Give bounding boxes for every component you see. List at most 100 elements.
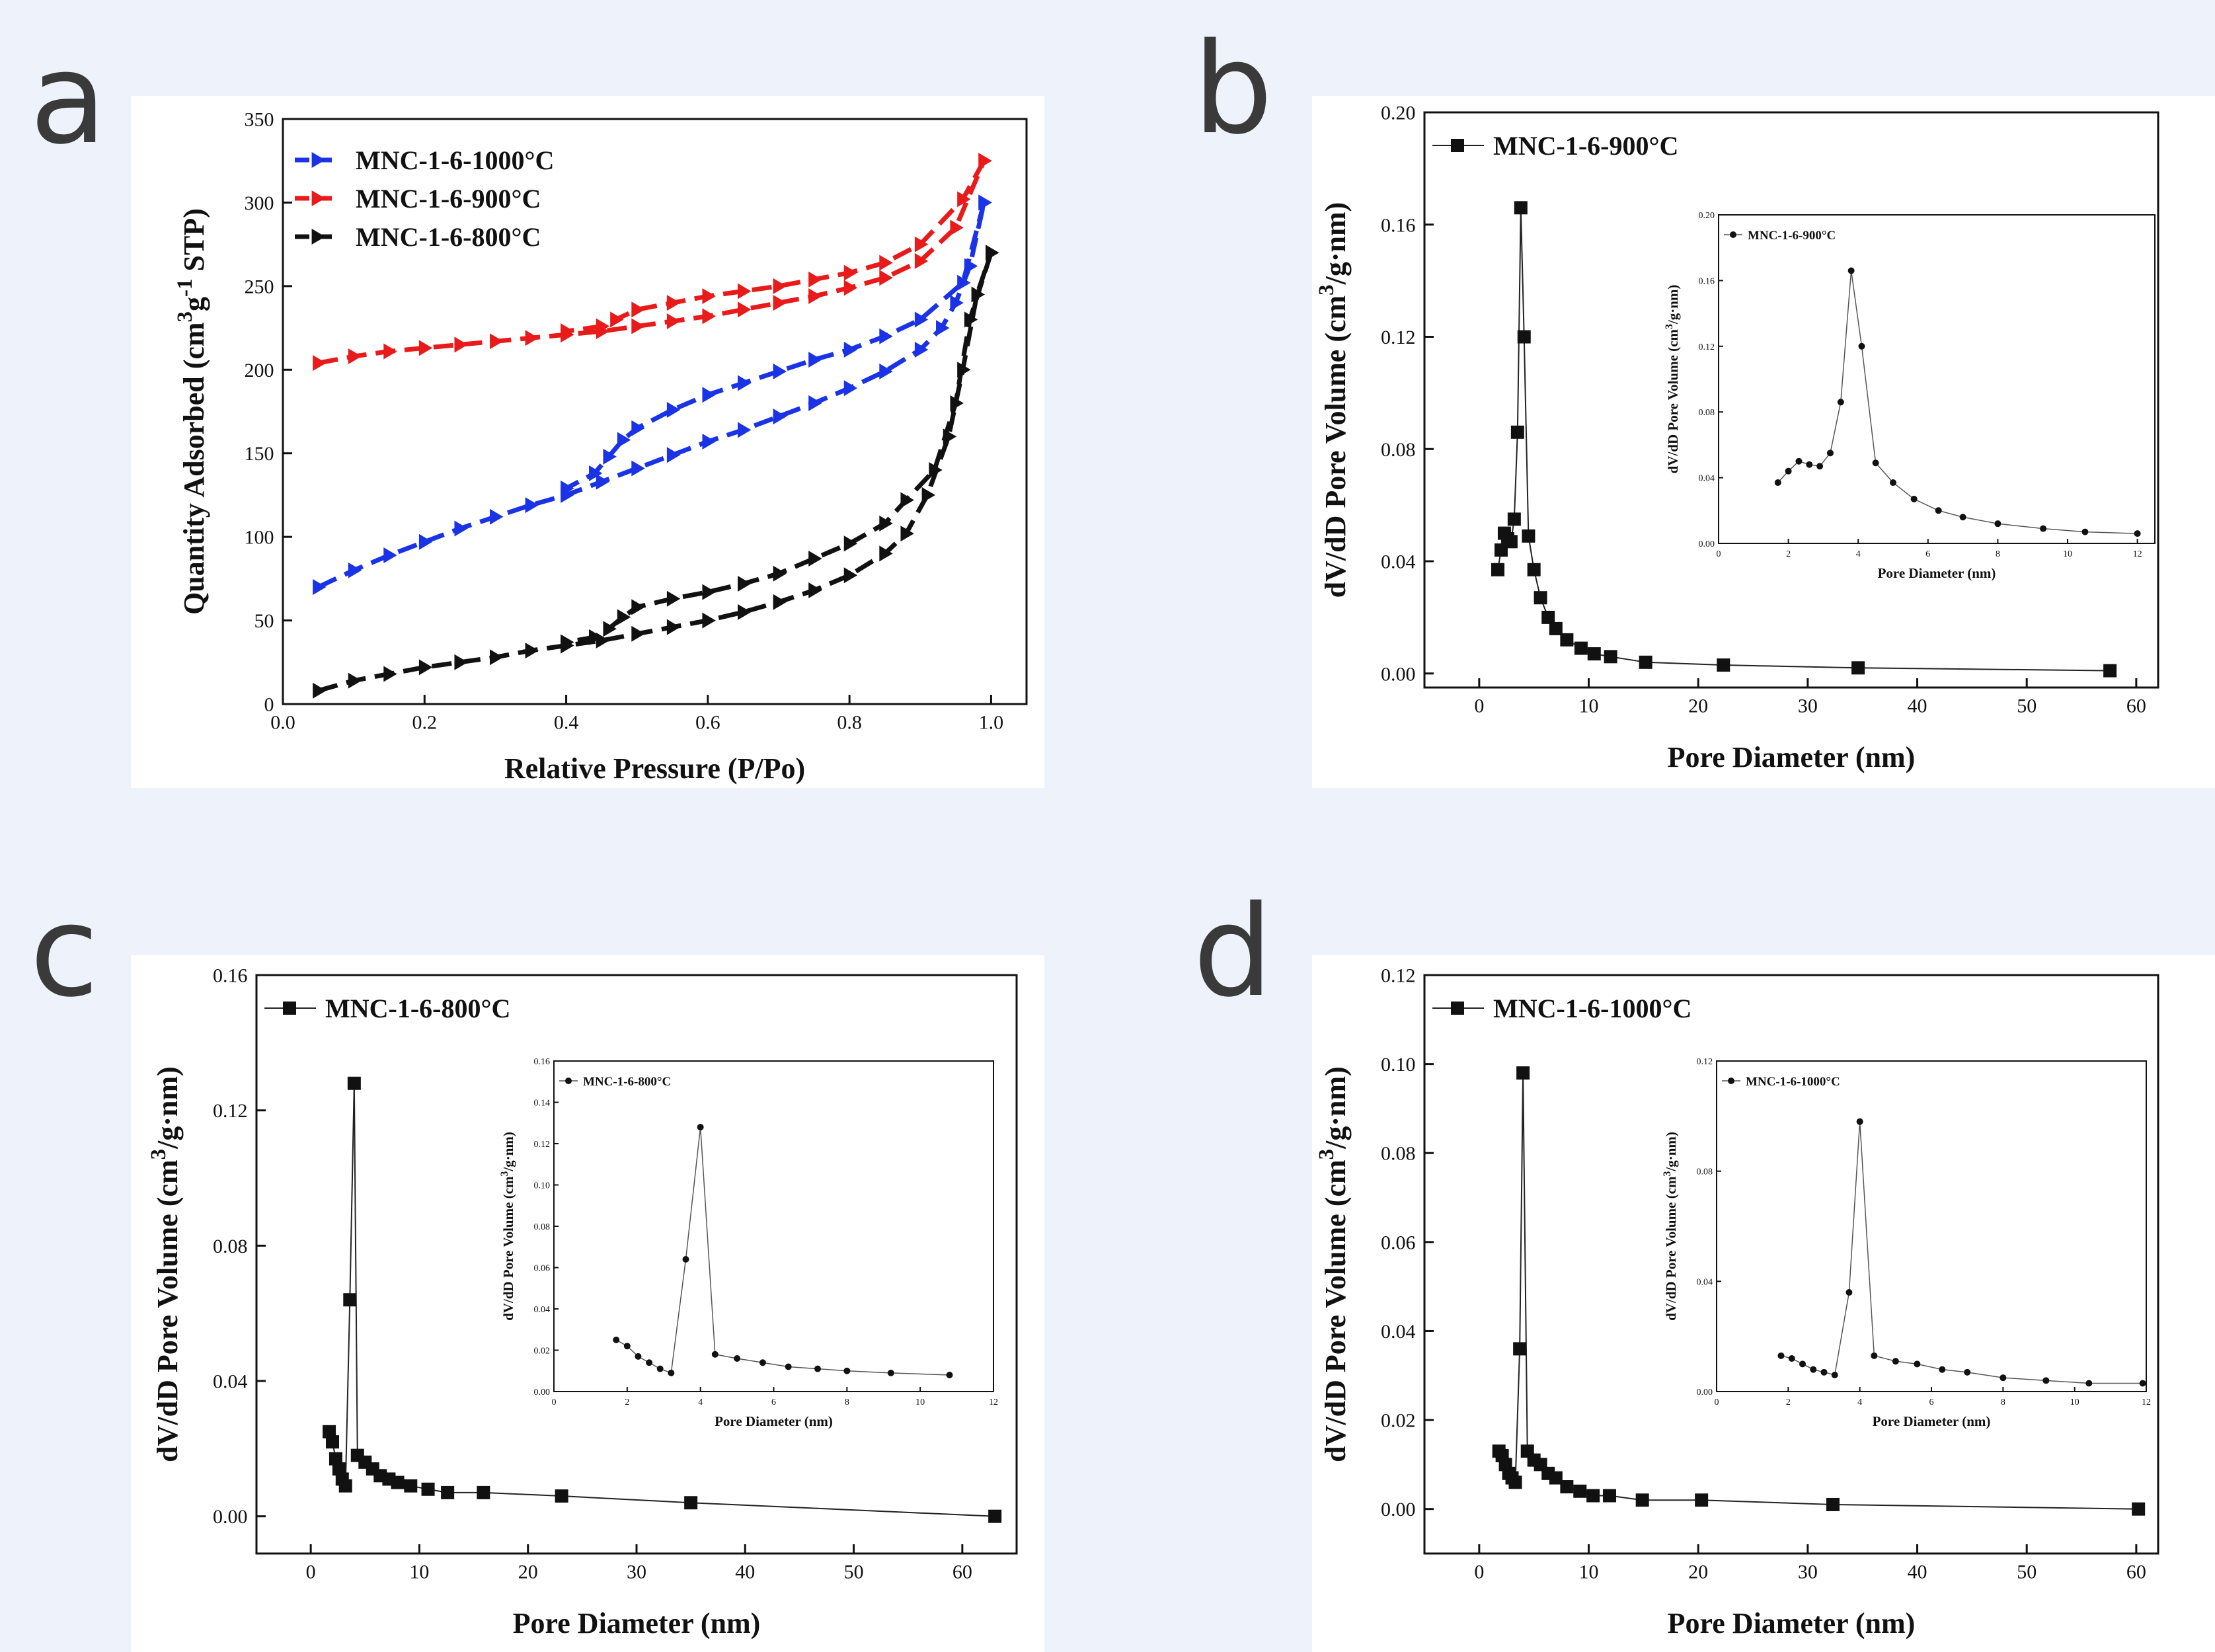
legend-label-0: MNC-1-6-1000°C xyxy=(356,145,554,175)
inset-legend-marker xyxy=(1730,231,1736,238)
series-1-point xyxy=(879,270,893,286)
inset-series-point xyxy=(1788,1355,1795,1362)
series-1-point xyxy=(348,348,362,365)
series-0-point xyxy=(914,341,929,358)
chart-svg-d-ytick-label: 0.08 xyxy=(1381,1143,1416,1165)
series-0-point xyxy=(525,497,539,514)
series-point xyxy=(404,1479,418,1493)
inset-series-point xyxy=(1890,479,1896,487)
inset-xtick-label: 2 xyxy=(625,1397,629,1407)
chart-svg-c-xtick-label: 20 xyxy=(518,1561,538,1583)
inset-series-point xyxy=(1871,1352,1878,1359)
inset-xtick-label: 12 xyxy=(2142,1397,2151,1407)
chart-svg-c-xtick-label: 0 xyxy=(306,1561,316,1583)
inset-series-point xyxy=(2134,530,2141,537)
inset-series-point xyxy=(668,1369,675,1376)
series-2-point xyxy=(490,649,504,666)
series-2-point xyxy=(617,609,631,625)
inset-xtick-label: 2 xyxy=(1786,549,1791,559)
chart-svg-c-ylabel: dV/dD Pore Volume (cm3/g·nm) xyxy=(147,1066,184,1462)
chart-svg-b-xtick-label: 40 xyxy=(1908,695,1927,717)
series-0-point xyxy=(879,363,893,379)
chart-d-svg: 0 10 20 30 40 50 600.000.020.040.060.080.100.1… xyxy=(1315,965,2159,1639)
series-point xyxy=(1549,1471,1563,1485)
chart-svg-b-ylabel-part: dV/dD Pore Volume (cm xyxy=(1319,295,1352,598)
series-1-point xyxy=(702,308,716,325)
inset-series-point xyxy=(1964,1368,1971,1376)
chart-svg-d-xtick-label: 60 xyxy=(2126,1561,2146,1583)
series-1-point xyxy=(914,236,929,253)
series-point xyxy=(684,1496,698,1510)
chart-svg-c-xlabel: Pore Diameter (nm) xyxy=(513,1607,761,1639)
chart-svg-c-ytick-label: 0.16 xyxy=(213,965,248,987)
series-1-point xyxy=(773,278,787,294)
series-1-point xyxy=(702,288,716,305)
series-1-point xyxy=(561,323,574,340)
series-point xyxy=(1508,1475,1522,1489)
inset-series-point xyxy=(1847,267,1855,274)
series-0-adsorption-line xyxy=(317,202,987,590)
series-point xyxy=(2103,664,2117,678)
chart-svg-b-ylabel: dV/dD Pore Volume (cm3/g·nm) xyxy=(1315,202,1352,598)
inset-legend-label: MNC-1-6-800°C xyxy=(583,1075,671,1089)
chart-svg-d-xtick-label: 30 xyxy=(1798,1561,1818,1583)
legend-label-1: MNC-1-6-900°C xyxy=(356,184,541,214)
chart-svg-b-ylabel-part: /g·nm) xyxy=(1319,202,1352,286)
series-point xyxy=(1560,1480,1574,1494)
series-2-point xyxy=(950,395,964,411)
inset-series-point xyxy=(1837,399,1844,406)
inset-xtick-label: 10 xyxy=(2063,549,2072,559)
chart-svg-c-ytick-label: 0.08 xyxy=(213,1236,248,1257)
chart-a-ytick-label: 50 xyxy=(254,610,274,632)
series-point xyxy=(323,1425,336,1438)
inset-series-point xyxy=(682,1256,689,1263)
chart-panel-d: 0 10 20 30 40 50 60 0.00 0.02 0.04 0.06 0.08 0.10 0.1… xyxy=(1312,955,2215,1652)
series-0-point xyxy=(631,460,645,477)
chart-a-ytick-label: 250 xyxy=(245,276,274,297)
chart-svg-b-xtick-label: 50 xyxy=(2017,695,2037,717)
inset-ytick-label: 0.16 xyxy=(1699,276,1715,286)
inset-ytick-label: 0.04 xyxy=(534,1305,551,1315)
series-point xyxy=(1695,1493,1709,1507)
series-1-point xyxy=(957,191,971,208)
chart-a-ytick-label: 0 xyxy=(264,694,274,716)
series-point xyxy=(477,1485,490,1499)
series-0-point xyxy=(808,395,822,411)
chart-a-ylabel-part: STP) xyxy=(178,208,210,278)
series-0-point xyxy=(603,448,617,465)
inset-series-point xyxy=(1858,342,1865,350)
inset-ytick-label: 0.14 xyxy=(534,1099,551,1109)
series-0-point xyxy=(936,320,950,336)
inset-series-point xyxy=(1856,1118,1863,1125)
series-0-point xyxy=(348,562,362,578)
series-0-point xyxy=(383,547,397,563)
inset-series-point xyxy=(697,1124,704,1130)
chart-svg-d-xtick-label: 40 xyxy=(1908,1561,1927,1583)
chart-a-ytick-label: 350 xyxy=(245,109,274,131)
series-1-point xyxy=(808,271,822,288)
series-point xyxy=(1717,658,1730,672)
chart-svg-d-xtick-label: 50 xyxy=(2017,1561,2037,1583)
inset-series-point xyxy=(1816,463,1824,470)
inset-series-point xyxy=(2000,1374,2007,1382)
legend-marker xyxy=(283,1002,296,1015)
inset-ytick-label: 0.08 xyxy=(534,1222,551,1232)
inset-xtick-label: 4 xyxy=(1856,549,1861,559)
chart-svg-b-xtick-label: 0 xyxy=(1474,695,1484,717)
inset-series-point xyxy=(1777,1352,1785,1359)
inset-xlabel: Pore Diameter (nm) xyxy=(1873,1413,1991,1429)
series-1-point xyxy=(666,295,681,311)
chart-a-xtick-label: 0.6 xyxy=(695,712,720,734)
chart-a-xtick-label: 0.2 xyxy=(412,712,438,734)
inset-ytick-label: 0.04 xyxy=(1697,1277,1713,1287)
chart-a-xtick-label: 0.8 xyxy=(837,712,862,734)
series-2-point xyxy=(589,629,603,645)
inset-ylabel-part: /g·nm) xyxy=(1663,1132,1679,1172)
series-1-point xyxy=(418,340,433,356)
inset-ytick-label: 0.08 xyxy=(1699,408,1715,418)
inset-series-point xyxy=(1910,495,1918,502)
chart-a-ytick-label: 200 xyxy=(245,360,274,381)
chart-svg-b-xlabel: Pore Diameter (nm) xyxy=(1668,741,1916,773)
inset-series-point xyxy=(646,1359,653,1366)
series-point xyxy=(421,1482,435,1496)
